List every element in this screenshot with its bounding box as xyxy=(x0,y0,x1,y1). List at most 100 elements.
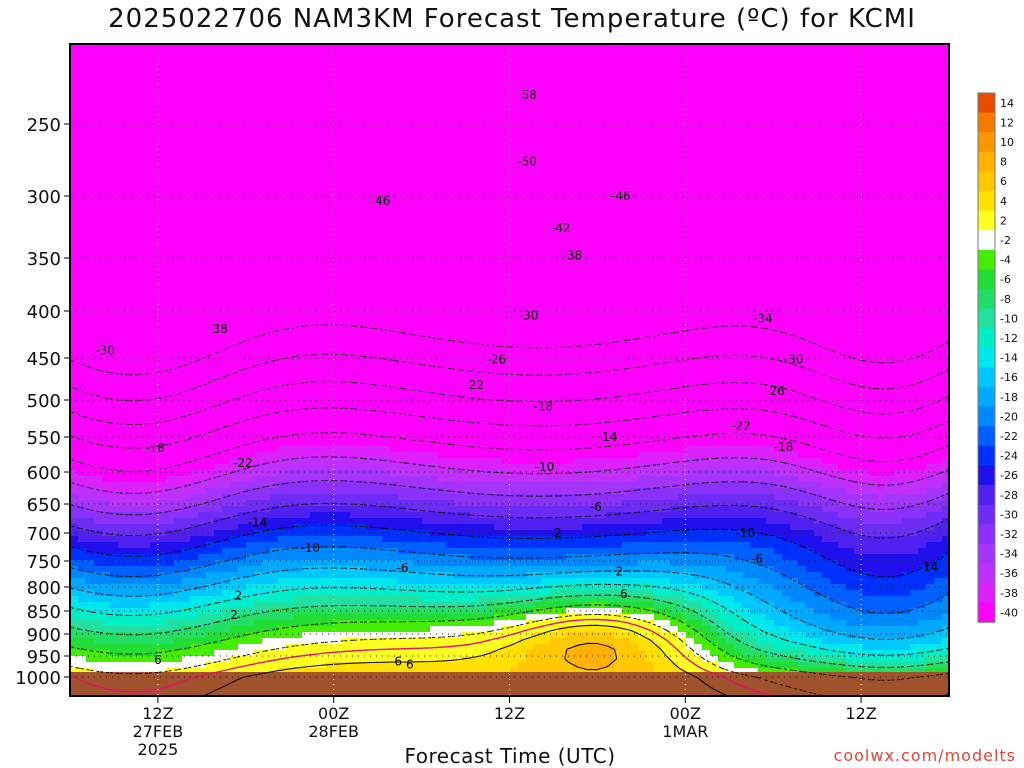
field-cell xyxy=(366,314,375,321)
field-cell xyxy=(86,668,95,675)
field-cell xyxy=(102,338,111,345)
field-cell xyxy=(214,368,223,375)
field-cell xyxy=(102,620,111,627)
field-cell xyxy=(78,146,87,153)
field-cell xyxy=(246,590,255,597)
field-cell xyxy=(134,218,143,225)
field-cell xyxy=(190,446,199,453)
field-cell xyxy=(414,80,423,87)
field-cell xyxy=(94,356,103,363)
field-cell xyxy=(318,284,327,291)
field-cell xyxy=(430,338,439,345)
field-cell xyxy=(142,638,151,645)
field-cell xyxy=(190,140,199,147)
field-cell xyxy=(350,458,359,465)
field-cell xyxy=(222,92,231,99)
field-cell xyxy=(78,380,87,387)
field-cell xyxy=(238,188,247,195)
field-cell xyxy=(286,50,295,57)
field-cell xyxy=(342,98,351,105)
field-cell xyxy=(158,116,167,123)
field-cell xyxy=(222,620,231,627)
field-cell xyxy=(86,194,95,201)
field-cell xyxy=(302,428,311,435)
field-cell xyxy=(94,56,103,63)
field-cell xyxy=(414,158,423,165)
field-cell xyxy=(166,290,175,297)
field-cell xyxy=(190,326,199,333)
field-cell xyxy=(230,374,239,381)
field-cell xyxy=(278,200,287,207)
field-cell xyxy=(422,56,431,63)
field-cell xyxy=(198,374,207,381)
field-cell xyxy=(374,368,383,375)
field-cell xyxy=(238,590,247,597)
field-cell xyxy=(198,524,207,531)
field-cell xyxy=(174,404,183,411)
field-cell xyxy=(86,74,95,81)
field-cell xyxy=(174,134,183,141)
field-cell xyxy=(174,638,183,645)
field-cell xyxy=(126,548,135,555)
field-cell xyxy=(286,290,295,297)
field-cell xyxy=(214,560,223,567)
field-cell xyxy=(254,416,263,423)
field-cell xyxy=(182,386,191,393)
field-cell xyxy=(310,650,319,657)
field-cell xyxy=(174,656,183,663)
field-cell xyxy=(390,158,399,165)
field-cell xyxy=(398,110,407,117)
field-cell xyxy=(422,464,431,471)
field-cell xyxy=(214,284,223,291)
field-cell xyxy=(70,206,79,213)
field-cell xyxy=(70,638,79,645)
field-cell xyxy=(102,134,111,141)
field-cell xyxy=(110,116,119,123)
field-cell xyxy=(126,488,135,495)
field-cell xyxy=(78,332,87,339)
field-cell xyxy=(230,560,239,567)
field-cell xyxy=(326,278,335,285)
field-cell xyxy=(310,56,319,63)
field-cell xyxy=(302,572,311,579)
field-cell xyxy=(86,560,95,567)
field-cell xyxy=(270,104,279,111)
field-cell xyxy=(382,644,391,651)
field-cell xyxy=(278,266,287,273)
field-cell xyxy=(350,134,359,141)
field-cell xyxy=(254,212,263,219)
field-cell xyxy=(414,368,423,375)
field-cell xyxy=(350,470,359,477)
field-cell xyxy=(254,398,263,405)
field-cell xyxy=(246,152,255,159)
field-cell xyxy=(70,512,79,519)
field-cell xyxy=(294,248,303,255)
field-cell xyxy=(94,62,103,69)
field-cell xyxy=(198,476,207,483)
field-cell xyxy=(358,92,367,99)
field-cell xyxy=(142,80,151,87)
field-cell xyxy=(190,530,199,537)
field-cell xyxy=(390,224,399,231)
field-cell xyxy=(310,500,319,507)
field-cell xyxy=(118,368,127,375)
field-cell xyxy=(326,308,335,315)
field-cell xyxy=(334,140,343,147)
field-cell xyxy=(398,518,407,525)
field-cell xyxy=(142,434,151,441)
field-cell xyxy=(350,578,359,585)
field-cell xyxy=(302,584,311,591)
field-cell xyxy=(294,536,303,543)
field-cell xyxy=(358,206,367,213)
field-cell xyxy=(302,326,311,333)
field-cell xyxy=(78,410,87,417)
field-cell xyxy=(414,470,423,477)
field-cell xyxy=(134,368,143,375)
field-cell xyxy=(102,278,111,285)
field-cell xyxy=(286,296,295,303)
field-cell xyxy=(182,134,191,141)
field-cell xyxy=(278,518,287,525)
field-cell xyxy=(166,434,175,441)
field-cell xyxy=(262,314,271,321)
field-cell xyxy=(270,290,279,297)
